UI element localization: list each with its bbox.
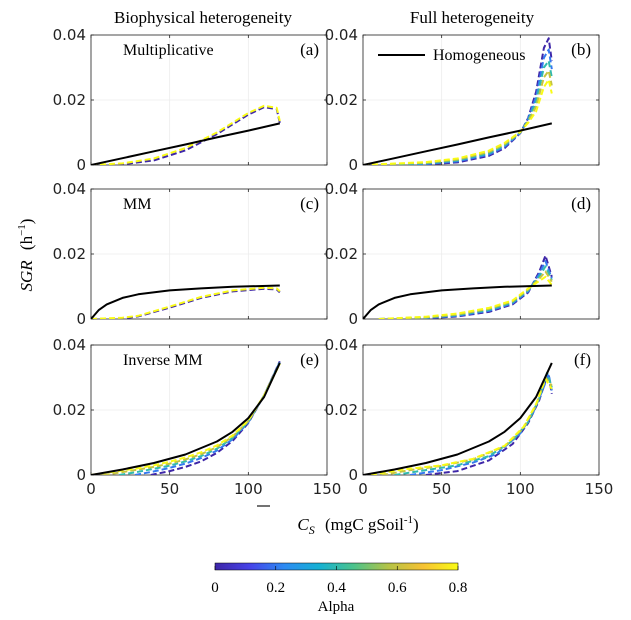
y-tick-label: 0.02 bbox=[325, 91, 358, 109]
panel-b: 0 0.02 0.04 (b) Homogeneous bbox=[325, 26, 600, 174]
x-axis-label-var: C bbox=[297, 515, 309, 534]
y-axis-label-unit-close: ) bbox=[17, 219, 36, 225]
x-axis-label-unit-sup: -1 bbox=[404, 514, 413, 526]
panel-a: 0 0.02 0.04 (a) Multiplicative bbox=[53, 26, 328, 174]
x-tick-label: 50 bbox=[160, 480, 179, 498]
series-alpha-0_4 bbox=[394, 371, 553, 475]
panel-letter: (c) bbox=[300, 194, 319, 213]
series-alpha-0_8 bbox=[91, 286, 281, 319]
x-axis-label-sub: S bbox=[309, 523, 315, 537]
series-group bbox=[363, 362, 553, 475]
svg-text:SGR (h−1): SGR (h−1) bbox=[16, 219, 36, 292]
series-group bbox=[91, 360, 281, 475]
x-tick-label: 100 bbox=[234, 480, 263, 498]
series-alpha-0_6 bbox=[363, 69, 553, 165]
x-tick-label: 0 bbox=[86, 480, 96, 498]
x-tick-label: 150 bbox=[313, 480, 342, 498]
y-tick-label: 0.02 bbox=[325, 245, 358, 263]
colorbar-tick-label: 0.6 bbox=[388, 580, 407, 596]
y-tick-label: 0.04 bbox=[53, 336, 86, 354]
series-alpha-0_4 bbox=[363, 60, 553, 165]
x-axis-label-unit: (mgC gSoil bbox=[325, 515, 404, 534]
series-alpha-0_6 bbox=[381, 376, 553, 475]
y-axis-label-unit-sup: −1 bbox=[16, 224, 28, 236]
panel-letter: (b) bbox=[571, 40, 591, 59]
y-tick-label: 0 bbox=[348, 310, 358, 328]
series-homogeneous bbox=[363, 284, 552, 319]
legend-label: Homogeneous bbox=[433, 47, 525, 64]
y-tick-label: 0.04 bbox=[325, 26, 358, 44]
panel-letter: (d) bbox=[571, 194, 591, 213]
y-axis-label-var: SGR bbox=[17, 260, 36, 292]
column-title-biophysical: Biophysical heterogeneity bbox=[114, 8, 292, 27]
colorbar-tick-label: 0.8 bbox=[449, 580, 468, 596]
panel-letter: (e) bbox=[300, 350, 319, 369]
series-alpha-0 bbox=[91, 287, 281, 319]
column-title-full: Full heterogeneity bbox=[410, 8, 535, 27]
colorbar-tick-label: 0.2 bbox=[266, 580, 285, 596]
series-group bbox=[363, 37, 553, 165]
series-alpha-0_8 bbox=[91, 104, 281, 165]
series-group bbox=[91, 284, 281, 319]
colorbar: 0 0.2 0.4 0.6 0.8 Alpha bbox=[211, 562, 467, 615]
y-tick-label: 0.02 bbox=[53, 245, 86, 263]
series-alpha-0_8 bbox=[378, 275, 553, 319]
x-tick-label: 100 bbox=[506, 480, 535, 498]
y-tick-label: 0.02 bbox=[53, 401, 86, 419]
colorbar-tick-label: 0.4 bbox=[327, 580, 346, 596]
y-axis-label: SGR (h−1) bbox=[16, 219, 36, 292]
panel-annotation: MM bbox=[123, 196, 151, 213]
y-tick-label: 0.02 bbox=[53, 91, 86, 109]
series-alpha-0 bbox=[91, 106, 281, 165]
panel-letter: (f) bbox=[574, 350, 591, 369]
series-alpha-0_8 bbox=[363, 78, 553, 165]
panel-annotation: Multiplicative bbox=[123, 42, 214, 59]
panel-grid: 0 0.02 0.04 (a) Multiplicative 0 0.02 0.04 (b) Ho… bbox=[53, 26, 614, 498]
panel-annotation: Inverse MM bbox=[123, 352, 203, 369]
y-axis-label-unit: (h bbox=[17, 235, 36, 250]
series-homogeneous bbox=[363, 362, 553, 475]
series-homogeneous bbox=[91, 362, 281, 475]
y-tick-label: 0 bbox=[348, 466, 358, 484]
series-homogeneous bbox=[91, 122, 281, 165]
colorbar-ticks: 0 0.2 0.4 0.6 0.8 bbox=[211, 566, 467, 596]
series-alpha-0_4 bbox=[378, 265, 553, 319]
x-axis-label: CS (mgC gSoil-1) bbox=[257, 505, 419, 538]
series-homogeneous bbox=[91, 284, 280, 319]
colorbar-label: Alpha bbox=[318, 599, 355, 615]
series-homogeneous bbox=[363, 122, 553, 165]
panel-c: 0 0.02 0.04 (c) MM bbox=[53, 180, 328, 328]
y-tick-label: 0.02 bbox=[325, 401, 358, 419]
series-alpha-0 bbox=[378, 254, 553, 319]
colorbar-tick-label: 0 bbox=[211, 580, 219, 596]
panel-f: 0 0.02 0.04 0 50 100 150 (f) bbox=[325, 336, 614, 498]
series-alpha-0_2 bbox=[363, 48, 553, 165]
y-tick-label: 0.04 bbox=[53, 180, 86, 198]
panel-letter: (a) bbox=[300, 40, 319, 59]
y-tick-label: 0 bbox=[76, 466, 86, 484]
x-tick-label: 150 bbox=[585, 480, 614, 498]
series-alpha-0_2 bbox=[410, 373, 553, 475]
column-titles: Biophysical heterogeneity Full heterogen… bbox=[114, 8, 535, 27]
panel-d: 0 0.02 0.04 (d) bbox=[325, 180, 600, 328]
series-alpha-0 bbox=[425, 374, 553, 475]
x-tick-label: 0 bbox=[358, 480, 368, 498]
y-tick-label: 0.04 bbox=[325, 336, 358, 354]
y-tick-label: 0.04 bbox=[53, 26, 86, 44]
y-tick-label: 0.04 bbox=[325, 180, 358, 198]
panel-e: 0 0.02 0.04 0 50 100 150 (e) Inverse MM bbox=[53, 336, 342, 498]
y-tick-label: 0 bbox=[348, 156, 358, 174]
series-group bbox=[91, 104, 281, 165]
y-tick-label: 0 bbox=[76, 310, 86, 328]
series-alpha-0_8 bbox=[370, 378, 553, 475]
svg-text:CS (mgC gSoil-1): CS (mgC gSoil-1) bbox=[297, 514, 418, 538]
series-group bbox=[363, 254, 553, 319]
y-tick-label: 0 bbox=[76, 156, 86, 174]
x-tick-label: 50 bbox=[432, 480, 451, 498]
series-alpha-0_2 bbox=[134, 361, 281, 475]
x-axis-label-unit-close: ) bbox=[413, 515, 419, 534]
